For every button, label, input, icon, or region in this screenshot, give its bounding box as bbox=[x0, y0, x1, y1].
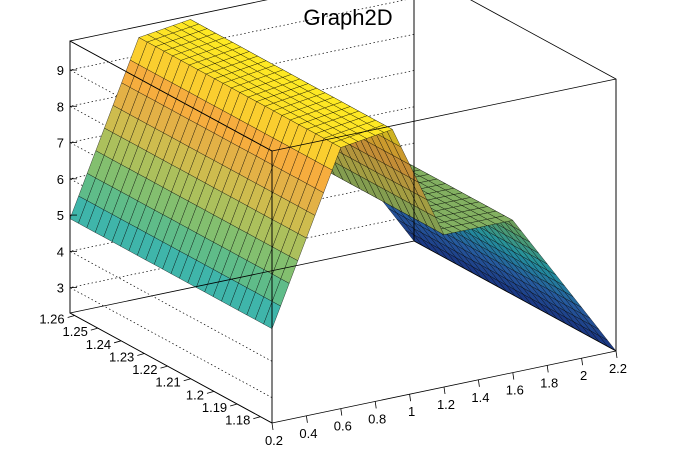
z-tick-label: 8 bbox=[57, 99, 64, 114]
x-tick-label: 1 bbox=[408, 404, 415, 419]
y-tick-label: 1.19 bbox=[202, 400, 227, 415]
x-tick-label: 1.4 bbox=[471, 390, 489, 405]
x-tick-mark bbox=[478, 379, 480, 387]
y-tick-mark bbox=[183, 378, 191, 382]
z-tick-label: 7 bbox=[57, 136, 64, 151]
x-tick-label: 0.8 bbox=[368, 411, 386, 426]
y-tick-mark bbox=[160, 365, 168, 369]
chart-title: Graph2D bbox=[303, 5, 393, 30]
z-tick-label: 3 bbox=[57, 281, 64, 296]
frame-edge bbox=[69, 40, 273, 152]
frame-edge bbox=[271, 78, 617, 152]
x-tick-label: 0.6 bbox=[334, 419, 352, 434]
z-tick-label: 6 bbox=[57, 172, 64, 187]
y-tick-label: 1.24 bbox=[86, 337, 111, 352]
x-tick-mark bbox=[512, 372, 515, 380]
x-tick-mark bbox=[409, 394, 411, 402]
y-tick-label: 1.23 bbox=[109, 349, 134, 364]
x-tick-label: 2 bbox=[580, 368, 587, 383]
side-wall bbox=[413, 0, 617, 352]
frame-edge bbox=[69, 312, 273, 424]
y-tick-label: 1.2 bbox=[186, 387, 204, 402]
y-tick-label: 1.26 bbox=[39, 312, 64, 327]
surface-layer bbox=[69, 18, 617, 352]
x-tick-mark bbox=[443, 386, 446, 395]
x-tick-mark bbox=[306, 415, 308, 423]
y-tick-mark bbox=[137, 353, 145, 356]
x-tick-label: 0.2 bbox=[265, 433, 283, 448]
y-tick-mark bbox=[67, 315, 75, 318]
x-tick-mark bbox=[340, 408, 343, 416]
x-tick-label: 1.2 bbox=[437, 397, 455, 412]
z-tick-label: 5 bbox=[57, 208, 64, 223]
y-tick-mark bbox=[253, 416, 261, 420]
y-tick-mark bbox=[206, 391, 215, 394]
y-tick-label: 1.22 bbox=[132, 362, 157, 377]
y-tick-label: 1.25 bbox=[63, 324, 88, 339]
x-tick-label: 2.2 bbox=[609, 361, 627, 376]
y-tick-label: 1.21 bbox=[155, 375, 180, 390]
x-tick-mark bbox=[374, 401, 377, 409]
x-tick-mark bbox=[271, 422, 274, 431]
x-tick-label: 0.4 bbox=[299, 426, 317, 441]
x-tick-label: 1.6 bbox=[506, 383, 524, 398]
x-tick-label: 1.8 bbox=[540, 375, 558, 390]
y-tick-label: 1.18 bbox=[225, 413, 250, 428]
y-tick-mark bbox=[230, 403, 238, 407]
x-tick-mark bbox=[581, 358, 583, 366]
z-tick-label: 4 bbox=[57, 244, 64, 259]
tick-layer: 0.2 0.4 0.6 0.8 1 1.2 1.4 1.6 1.8 2 2.21.181.191.2… bbox=[39, 63, 627, 448]
y-tick-mark bbox=[113, 340, 122, 344]
z-tick-label: 9 bbox=[57, 63, 64, 78]
y-tick-mark bbox=[90, 327, 98, 331]
x-tick-mark bbox=[615, 350, 618, 359]
frame-layer bbox=[69, 0, 617, 424]
x-tick-mark bbox=[546, 365, 549, 373]
